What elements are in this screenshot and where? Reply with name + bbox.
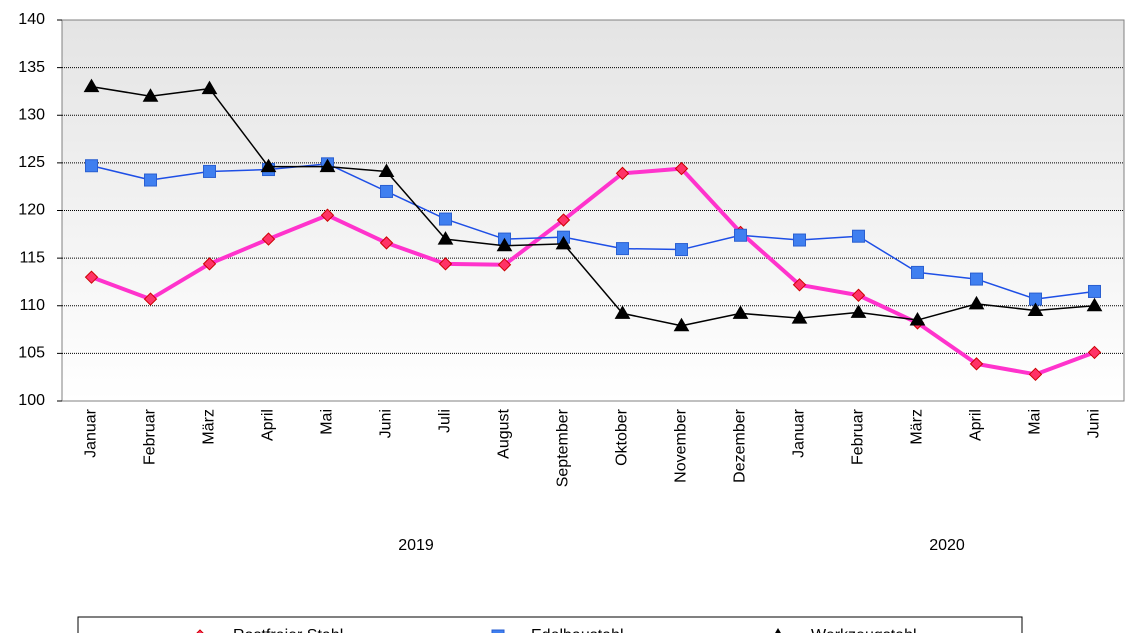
data-point — [202, 257, 217, 271]
data-point — [969, 357, 984, 371]
x-tick-label: April — [968, 409, 985, 441]
legend-item: Edelbaustahl — [491, 627, 624, 633]
data-point — [320, 208, 335, 222]
data-point — [84, 270, 99, 284]
legend-box — [77, 616, 1023, 633]
x-tick-label: Mai — [1027, 409, 1044, 435]
x-tick-label: März — [909, 409, 926, 445]
x-tick-label: April — [260, 409, 277, 441]
y-tick-label: 110 — [19, 297, 45, 314]
data-point — [319, 158, 336, 173]
group-label: 2020 — [929, 537, 965, 554]
x-tick-label: November — [673, 408, 690, 482]
data-point — [970, 272, 983, 286]
data-point — [734, 228, 747, 242]
x-tick-label: Januar — [83, 408, 100, 458]
y-tick-label: 125 — [18, 154, 45, 171]
data-point — [1027, 302, 1044, 317]
x-tick-label: Februar — [142, 408, 159, 465]
data-point — [614, 305, 631, 319]
y-tick-label: 120 — [18, 202, 45, 219]
x-tick-label: Februar — [850, 408, 867, 465]
data-point — [260, 158, 277, 173]
legend-marker — [775, 628, 781, 633]
data-point — [203, 164, 216, 178]
x-tick-label: September — [555, 408, 572, 487]
data-point — [261, 232, 276, 246]
data-point — [556, 213, 571, 227]
legend-marker — [196, 629, 204, 633]
data-point — [201, 80, 218, 95]
legend-label: Werkzeugstahl — [811, 627, 917, 633]
data-point — [851, 288, 866, 302]
y-tick-label: 140 — [18, 11, 45, 28]
series-line — [90, 166, 1096, 377]
data-point — [85, 159, 98, 173]
x-tick-label: Juli — [437, 409, 454, 433]
series-line — [91, 85, 1095, 327]
x-tick-label: Oktober — [614, 408, 631, 466]
data-point — [616, 242, 629, 256]
group-label: 2019 — [398, 537, 434, 554]
data-point — [791, 310, 808, 324]
data-point — [143, 292, 158, 306]
data-point — [1028, 367, 1043, 382]
data-point — [615, 166, 630, 181]
data-point — [674, 161, 689, 176]
x-tick-label: Mai — [319, 409, 336, 435]
data-point — [1088, 284, 1101, 298]
data-point — [850, 304, 867, 318]
data-point — [496, 237, 513, 252]
x-tick-label: Juni — [378, 409, 395, 438]
series-line — [91, 163, 1095, 300]
y-tick-label: 130 — [18, 106, 45, 123]
data-point — [380, 184, 393, 198]
data-point — [83, 78, 100, 93]
data-point — [555, 235, 572, 250]
data-point — [142, 88, 159, 102]
legend-label: Edelbaustahl — [531, 627, 624, 633]
x-tick-label: März — [201, 409, 218, 445]
data-point — [379, 236, 394, 250]
y-tick-label: 115 — [19, 249, 45, 266]
y-tick-label: 105 — [18, 345, 45, 362]
data-point — [1086, 297, 1103, 312]
x-tick-label: Januar — [791, 408, 808, 458]
data-point — [968, 295, 985, 310]
data-point — [378, 163, 395, 177]
data-point — [909, 312, 926, 326]
data-point — [852, 229, 865, 243]
data-point — [1087, 345, 1102, 360]
data-point — [438, 257, 453, 271]
x-tick-label: Juni — [1086, 409, 1103, 438]
data-point — [439, 212, 452, 226]
legend-label: Rostfreier Stahl — [233, 627, 343, 633]
data-point — [732, 305, 749, 319]
legend-marker — [491, 629, 505, 633]
legend-item: Rostfreier Stahl — [196, 627, 343, 633]
data-point — [793, 233, 806, 247]
data-point — [673, 317, 690, 332]
y-tick-label: 100 — [18, 392, 45, 409]
x-tick-label: Dezember — [732, 408, 749, 482]
data-point — [675, 243, 688, 257]
data-point — [792, 278, 807, 292]
data-point — [497, 258, 512, 272]
data-point — [437, 231, 454, 245]
data-point — [144, 173, 157, 187]
legend-item: Werkzeugstahl — [775, 627, 917, 633]
data-point — [911, 265, 924, 279]
y-tick-label: 135 — [18, 59, 45, 76]
x-tick-label: August — [496, 408, 513, 458]
